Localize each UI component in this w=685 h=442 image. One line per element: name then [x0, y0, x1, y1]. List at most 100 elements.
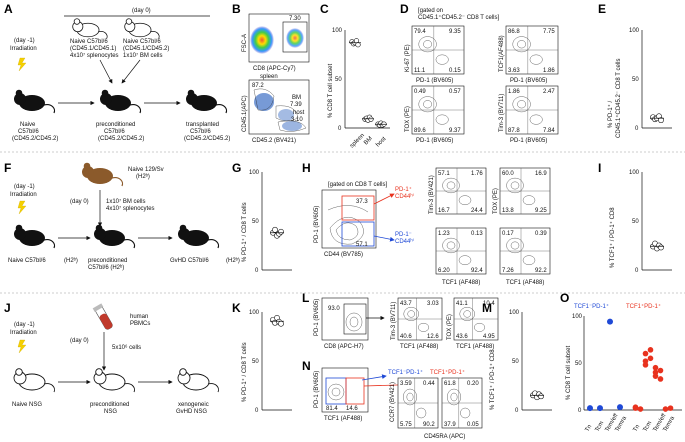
o-pos-point-0-2	[632, 404, 639, 410]
a-day0: (day 0)	[132, 8, 151, 14]
a-precond-l1: preconditioned	[96, 122, 135, 128]
h-3-contour-1	[506, 237, 524, 254]
c-ytick-50: 50	[335, 77, 342, 83]
n-0-q-ll: 5.75	[400, 422, 412, 428]
o-xtick-pos-1: Tcm	[643, 420, 654, 433]
n-main-plot	[321, 367, 369, 413]
k-ytick-50: 50	[252, 359, 259, 365]
i-ylabel: % TCF1⁺ / PD-1⁺ CD8	[609, 207, 616, 268]
h-0-q-ll: 16.7	[438, 208, 450, 214]
panel-c: C % CD8 T cell subset 100 50 0 spleen BM…	[320, 2, 390, 149]
l-main-contour-1	[345, 312, 363, 332]
j-bolt-icon	[17, 339, 27, 354]
panel-d: D [gated on CD45.1⁺CD45.2⁻ CD8 T cells] …	[400, 2, 559, 144]
o-xtick-neg-1: Tcm	[595, 420, 606, 433]
d-1-contour-3	[529, 54, 543, 65]
d-1-q-ur: 7.75	[543, 29, 555, 35]
h-3-q-lr: 92.2	[535, 268, 547, 274]
panel-letter-a: A	[4, 2, 13, 16]
l-0-contour-3	[418, 323, 429, 332]
n-1-q-ul: 61.8	[444, 381, 456, 387]
l-1-q-ll: 43.6	[456, 334, 468, 340]
n-1-contour-3	[460, 407, 471, 419]
e-points	[650, 113, 664, 124]
m-ylabel: % TCF1⁺ / PD-1⁺ CD8	[489, 349, 496, 410]
o-ylabel: % CD8 T cell subset	[566, 346, 572, 400]
a-recip-l1: Naive	[20, 122, 36, 128]
h-plots: 57.1 1.76 16.7 24.4 Tim-3 (BV421) 60.0 16.9 13.…	[429, 167, 551, 275]
j-cells: 5x10⁶ cells	[112, 344, 141, 351]
h-main-val-1: 37.3	[356, 199, 368, 205]
h-arrow-hi	[373, 193, 395, 205]
o-points	[587, 318, 674, 412]
n-main-val-2: 14.6	[346, 406, 358, 412]
n-0-q-ul: 3.59	[400, 381, 412, 387]
d-0-contour-3	[435, 54, 449, 65]
b-top-density	[250, 26, 274, 54]
f-precond-l2: C57bl/6 (H2ᵇ)	[88, 264, 124, 271]
h-0-q-ur: 1.76	[471, 171, 483, 177]
h-3-q-ll: 7.26	[502, 268, 514, 274]
panel-letter-n: N	[302, 359, 311, 373]
h-0-contour-2	[446, 181, 456, 190]
n-pos-label: TCF1⁺PD-1⁺	[430, 369, 465, 376]
d-1-contour-1	[512, 36, 531, 53]
a-irradiation: Irradiation	[10, 46, 37, 52]
n-cd45ra-label: CD45RA (APC)	[424, 434, 465, 440]
m-ytick-50: 50	[512, 359, 519, 365]
d-0-q-lr: 0.15	[449, 68, 461, 74]
m-point-4	[538, 393, 544, 400]
j-xeno-l2: GvHD NSG	[176, 409, 207, 415]
panel-letter-c: C	[320, 2, 329, 16]
o-pos-point-2-3	[657, 376, 664, 382]
n-1-q-lr: 0.05	[467, 422, 479, 428]
l-0-xlabel: TCF1 (AF488)	[400, 344, 438, 350]
panel-f: F (day -1) Irradiation Naive 129/Sv (H2ᵇ…	[4, 161, 240, 271]
o-pos-point-2-4	[652, 364, 659, 371]
d-gate-l2: CD45.1⁺CD45.2⁻ CD8 T cells]	[418, 14, 499, 21]
f-recip-l2: (H2ᵇ)	[64, 257, 78, 264]
i-ytick-0: 0	[635, 268, 639, 274]
h-hi-label-1: PD-1⁺	[395, 186, 412, 193]
d-0-q-ul: 79.4	[414, 29, 426, 35]
h-1-contour-2	[510, 181, 520, 190]
f-recip-l1: Naive C57bl/6	[8, 258, 46, 264]
h-3-q-ul: 0.17	[502, 231, 514, 237]
g-ylabel: % PD-1⁺ / CD8 T cells	[241, 202, 248, 262]
panel-i: I % TCF1⁺ / PD-1⁺ CD8 100 50 0	[598, 161, 672, 274]
panel-letter-e: E	[598, 2, 606, 16]
b-host-value: 3.10	[291, 117, 303, 123]
h-xlabel: CD44 (BV785)	[324, 252, 363, 258]
d-3-contour-2	[517, 100, 526, 109]
panel-letter-b: B	[232, 2, 241, 16]
l-1-xlabel: TCF1 (AF488)	[456, 344, 494, 350]
j-blood-tube-icon	[92, 303, 113, 330]
l-main-ylabel: PD-1 (BV605)	[314, 299, 320, 336]
k-ytick-100: 100	[249, 310, 260, 316]
d-3-q-ll: 87.8	[508, 128, 520, 134]
c-points	[349, 38, 387, 128]
o-legend-pos: TCF1⁺PD-1⁺	[626, 303, 661, 310]
l-1-contour-1	[459, 307, 475, 321]
a-trans-l3: (CD45.2/CD45.2)	[184, 136, 230, 142]
n-plots: 3.59 0.44 5.75 90.2 61.8 0.20 37.9 0.05	[397, 377, 483, 429]
c-ytick-0: 0	[338, 126, 342, 132]
n-0-contour-1	[403, 388, 417, 406]
o-pos-point-1-2	[642, 350, 649, 357]
l-1-contour-2	[463, 310, 471, 318]
n-main-val-1: 81.4	[326, 406, 338, 412]
h-2-q-ur: 0.13	[471, 231, 483, 237]
l-main-gate	[343, 303, 367, 335]
j-irradiation: Irradiation	[10, 330, 37, 336]
h-2-q-lr: 92.4	[471, 268, 483, 274]
h-3-q-ur: 0.39	[535, 231, 547, 237]
c-ylabel: % CD8 T cell subset	[328, 64, 334, 118]
panel-letter-g: G	[232, 161, 241, 175]
a-donor2-mouse-icon	[124, 18, 160, 39]
panel-letter-l: L	[302, 291, 309, 305]
n-main-contour-2	[331, 387, 341, 397]
f-cells-l1: 1x10⁷ BM cells	[106, 198, 146, 205]
h-2-q-ll: 6.20	[438, 268, 450, 274]
